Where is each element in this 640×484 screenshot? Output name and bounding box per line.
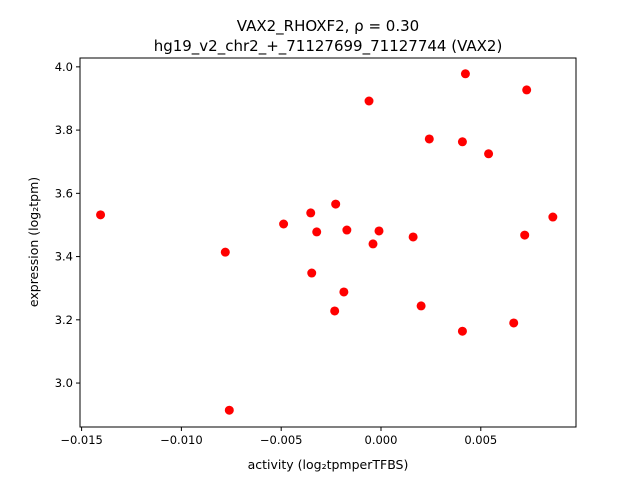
data-point: [522, 85, 532, 95]
data-point: [457, 137, 467, 147]
data-point: [548, 212, 558, 222]
data-point: [312, 227, 322, 237]
x-tick-label: −0.015: [60, 433, 103, 447]
y-axis-label: expression (log₂tpm): [26, 177, 41, 307]
data-point: [342, 225, 352, 235]
x-tick-label: −0.005: [260, 433, 303, 447]
data-point: [484, 149, 494, 159]
y-tick-label: 3.4: [55, 250, 73, 264]
data-point: [224, 405, 234, 415]
data-point: [330, 306, 340, 316]
data-point: [520, 230, 530, 240]
chart-title-line1: VAX2_RHOXF2, ρ = 0.30: [237, 17, 419, 36]
data-point: [374, 226, 384, 236]
data-point: [306, 208, 316, 218]
data-points: [96, 69, 558, 415]
data-point: [307, 268, 317, 278]
data-point: [368, 239, 378, 249]
data-point: [220, 247, 230, 257]
data-point: [460, 69, 470, 79]
data-point: [457, 326, 467, 336]
y-tick-label: 3.0: [55, 376, 73, 390]
data-point: [96, 210, 106, 220]
data-point: [416, 301, 426, 311]
x-axis-label: activity (log₂tpmperTFBS): [248, 457, 409, 472]
data-point: [279, 219, 289, 229]
y-tick-label: 4.0: [55, 60, 73, 74]
data-point: [331, 199, 341, 209]
data-point: [424, 134, 434, 144]
plot-frame: [79, 57, 577, 428]
chart-title-line2: hg19_v2_chr2_+_71127699_71127744 (VAX2): [154, 37, 503, 56]
data-point: [509, 318, 519, 328]
data-point: [339, 287, 349, 297]
data-point: [408, 232, 418, 242]
x-tick-label: 0.000: [365, 433, 398, 447]
y-tick-label: 3.8: [55, 123, 73, 137]
y-axis-ticks: 3.0 3.2 3.4 3.6 3.8 4.0: [55, 60, 80, 390]
y-tick-label: 3.2: [55, 313, 73, 327]
x-tick-label: −0.010: [160, 433, 203, 447]
data-point: [364, 96, 374, 106]
y-tick-label: 3.6: [55, 186, 73, 200]
x-tick-label: 0.005: [464, 433, 497, 447]
x-axis-ticks: −0.015 −0.010 −0.005 0.000 0.005: [60, 427, 497, 447]
